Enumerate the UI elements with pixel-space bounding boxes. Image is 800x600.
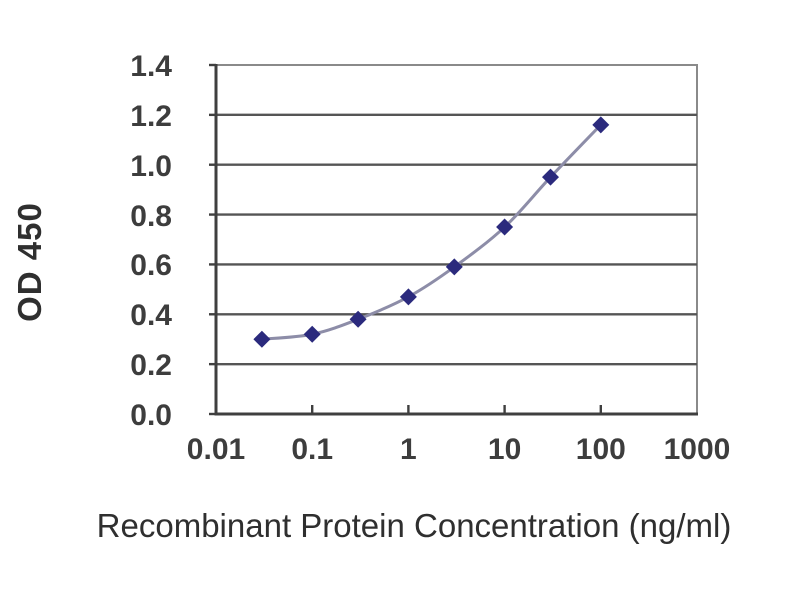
y-tick-label-0.4: 0.4: [130, 299, 172, 333]
data-point-marker-2: [349, 310, 367, 328]
y-axis-title: OD 450: [11, 202, 48, 322]
x-axis-title: Recombinant Protein Concentration (ng/ml…: [96, 507, 732, 544]
x-tick-label-100: 100: [575, 433, 626, 466]
x-tick-label-1: 1: [400, 433, 417, 466]
data-point-marker-0: [253, 330, 271, 348]
plot-box-border: [215, 64, 698, 415]
y-tick-label-0.0: 0.0: [130, 399, 172, 432]
x-tick-label-0.1: 0.1: [291, 433, 334, 466]
y-tick-label-1.0: 1.0: [130, 149, 172, 183]
x-tick-label-10: 10: [487, 433, 522, 466]
data-point-marker-6: [541, 168, 559, 186]
data-point-marker-4: [445, 258, 463, 276]
y-tick-label-0.2: 0.2: [130, 349, 172, 383]
x-tick-label-0.01: 0.01: [186, 433, 246, 466]
data-point-marker-5: [496, 218, 514, 236]
y-tick-label-1.2: 1.2: [130, 99, 172, 133]
y-tick-label-0.8: 0.8: [130, 199, 172, 233]
y-tick-label-1.4: 1.4: [130, 50, 172, 83]
y-tick-label-0.6: 0.6: [130, 249, 172, 283]
data-point-marker-7: [592, 116, 610, 134]
data-point-marker-1: [303, 325, 321, 343]
series-line: [261, 123, 602, 341]
x-tick-label-1000: 1000: [663, 433, 731, 466]
data-point-marker-3: [399, 288, 417, 306]
